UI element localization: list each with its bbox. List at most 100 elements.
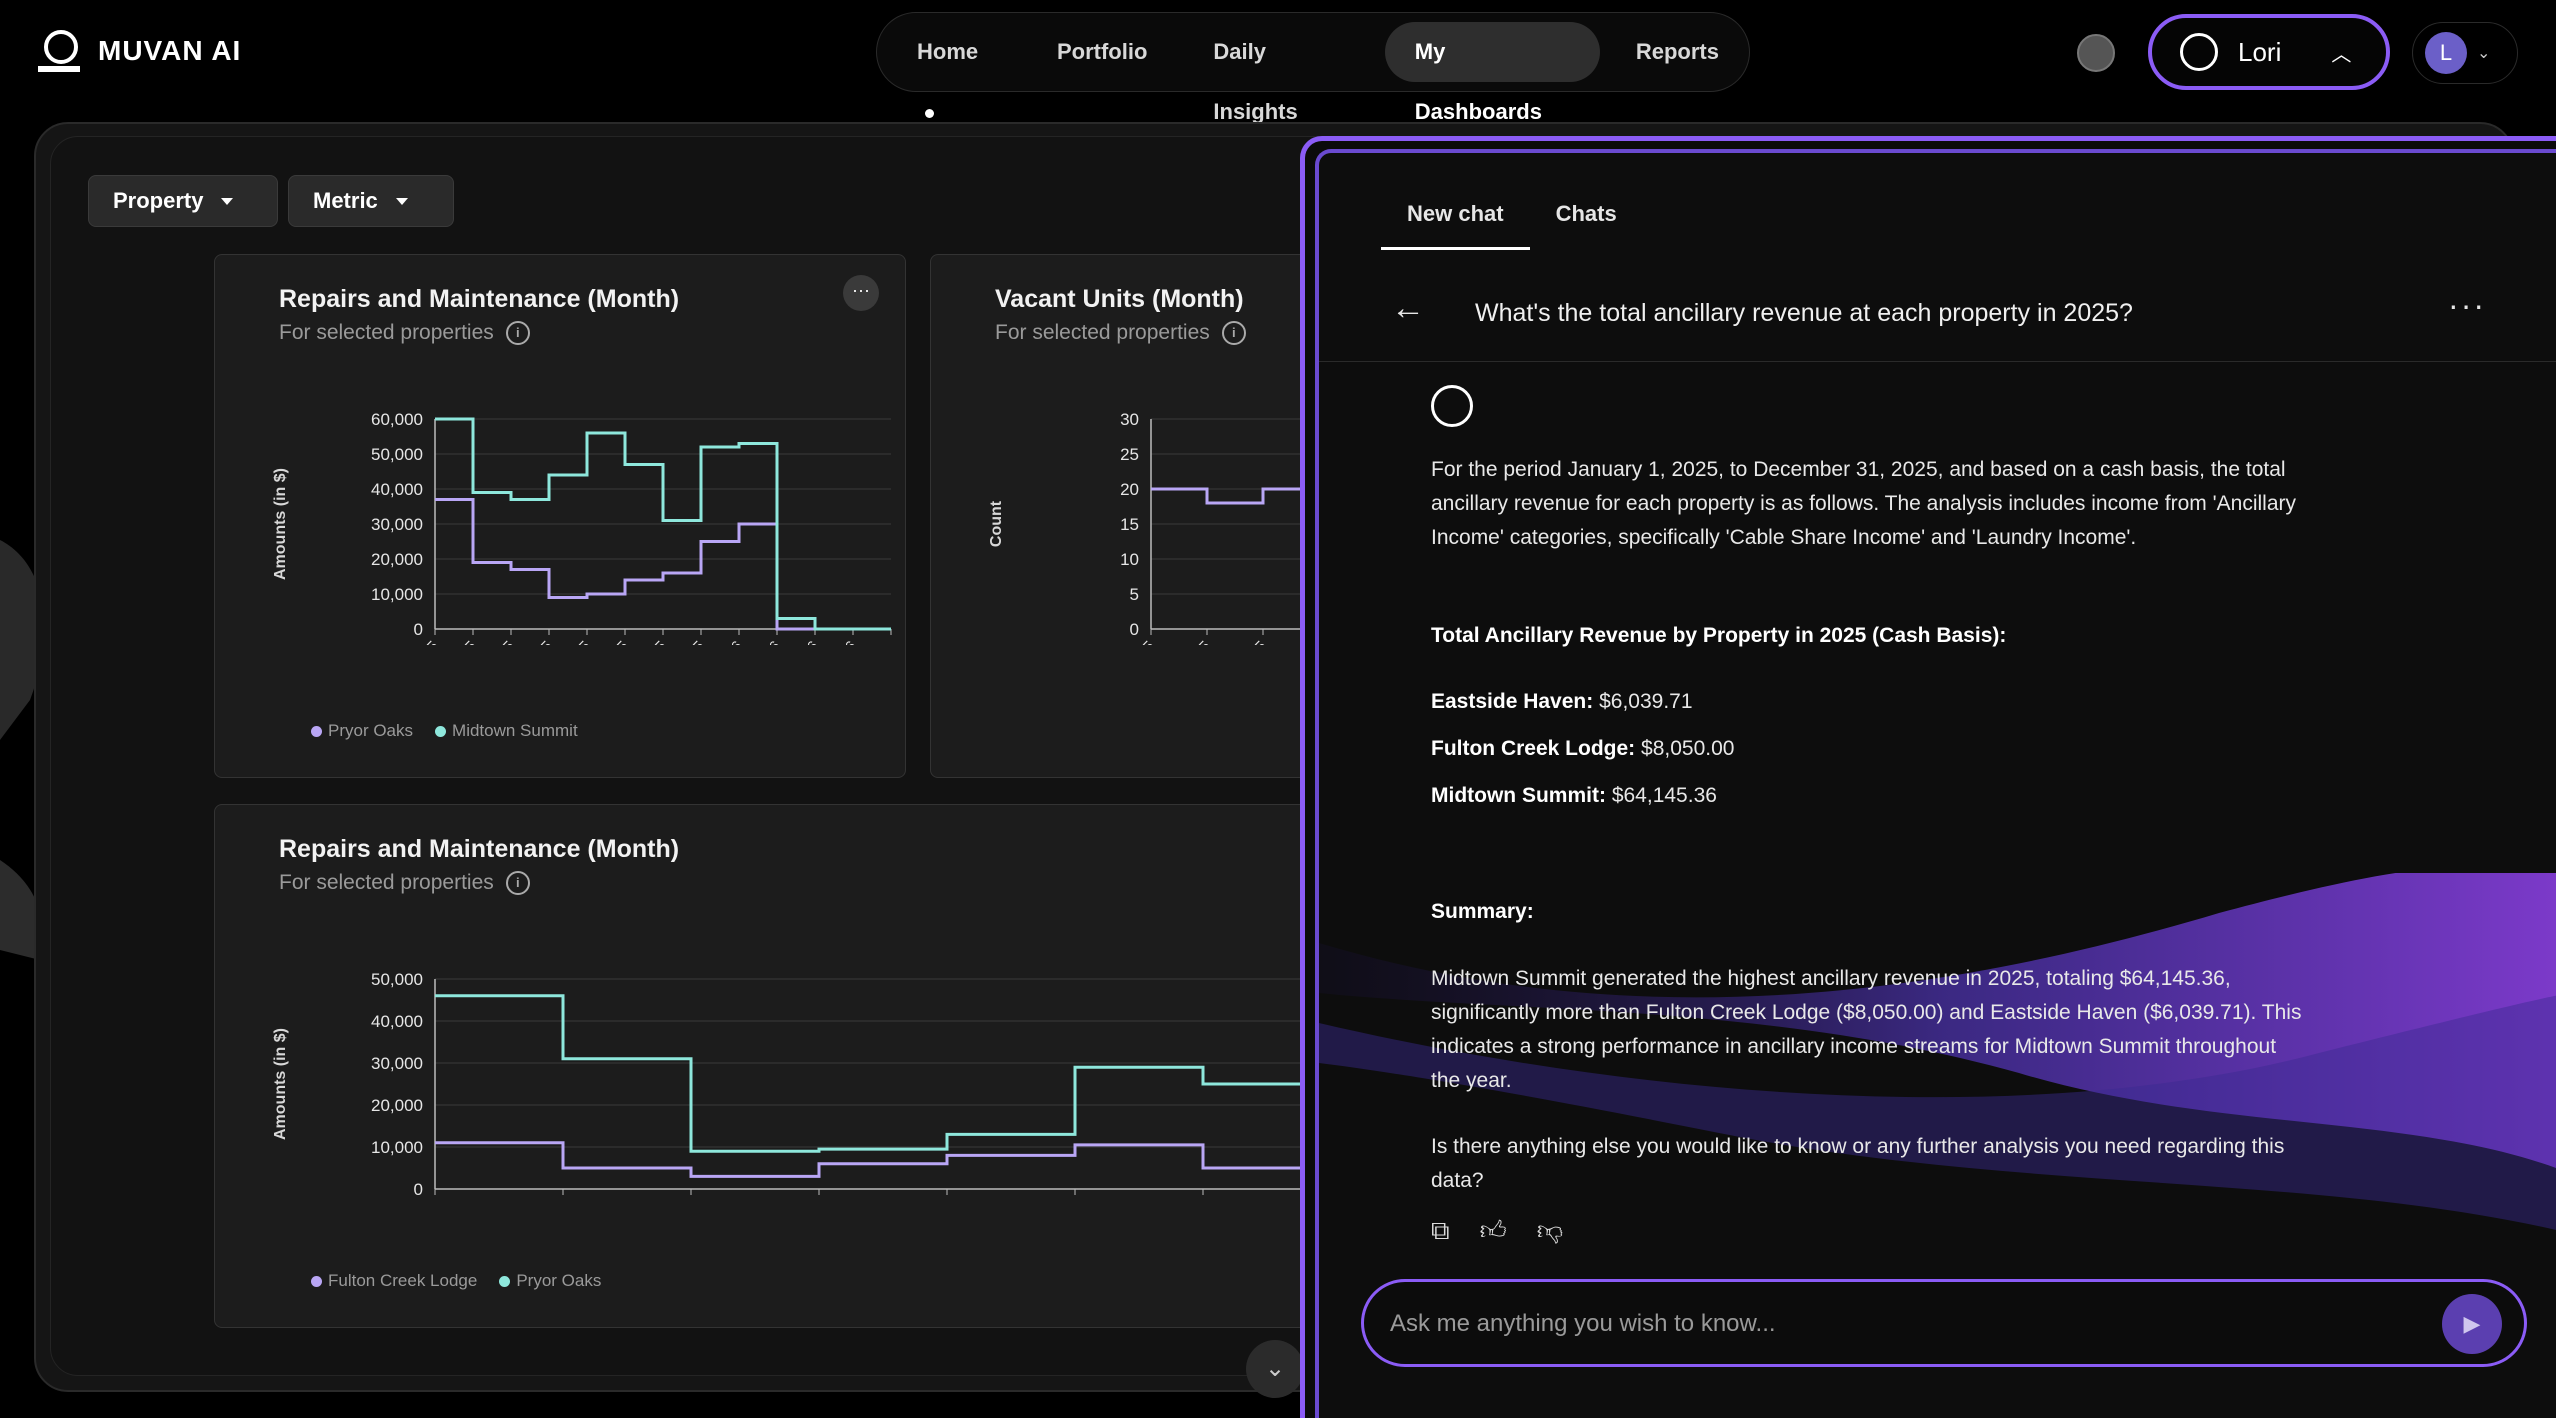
y-axis-label: Amounts (in $) bbox=[272, 468, 289, 580]
assistant-toggle-button[interactable]: Lori ︿ bbox=[2148, 14, 2390, 90]
response-heading: Total Ancillary Revenue by Property in 2… bbox=[1431, 624, 2007, 647]
legend-item[interactable]: Midtown Summit bbox=[435, 721, 578, 741]
x-tick-label: Jun 25 bbox=[1170, 638, 1214, 645]
chat-input-box: ▶ bbox=[1361, 1279, 2527, 1367]
series-line-1 bbox=[435, 417, 891, 631]
logo[interactable]: MUVAN AI bbox=[38, 28, 241, 74]
y-tick-label: 30,000 bbox=[371, 515, 423, 534]
summary-text: Midtown Summit generated the highest anc… bbox=[1431, 967, 2302, 1092]
brand-name: MUVAN AI bbox=[98, 35, 242, 66]
y-tick-label: 5 bbox=[1130, 585, 1139, 604]
legend: Fulton Creek Lodge Pryor Oaks bbox=[311, 1271, 601, 1291]
copy-icon[interactable]: ⧉ bbox=[1431, 1215, 1450, 1245]
y-tick-label: 20 bbox=[1120, 480, 1139, 499]
theme-toggle-button[interactable] bbox=[2077, 34, 2115, 72]
info-icon[interactable]: i bbox=[505, 321, 530, 345]
legend-swatch bbox=[435, 725, 447, 737]
y-tick-label: 10,000 bbox=[371, 1138, 423, 1157]
y-tick-label: 0 bbox=[1130, 620, 1139, 639]
followup-text: Is there anything else you would like to… bbox=[1431, 1135, 2285, 1192]
legend-swatch bbox=[311, 725, 322, 737]
x-tick-label: Aug 25 bbox=[510, 638, 556, 645]
top-bar: MUVAN AI Home Portfolio Daily Insights M… bbox=[0, 0, 2556, 124]
more-options-icon[interactable]: ··· bbox=[2448, 287, 2486, 323]
x-tick-label: Jul 25 bbox=[478, 638, 518, 645]
metric-filter-label: Metric bbox=[313, 188, 378, 213]
chat-input[interactable] bbox=[1388, 1282, 2392, 1366]
nav-my-dashboards[interactable]: My Dashboards bbox=[1384, 22, 1600, 124]
y-tick-label: 0 bbox=[414, 620, 423, 639]
send-button[interactable]: ▶ bbox=[2442, 1294, 2502, 1354]
decorative-wave bbox=[1319, 873, 2556, 1231]
caret-down-icon bbox=[221, 197, 234, 205]
nav-portfolio[interactable]: Portfolio bbox=[1056, 39, 1148, 64]
chat-header: ← What's the total ancillary revenue at … bbox=[1319, 271, 2556, 362]
card-subtitle: For selected properties i bbox=[279, 321, 530, 345]
scroll-down-button[interactable]: ⌄ bbox=[1246, 1340, 1304, 1398]
chevron-up-icon: ︿ bbox=[2331, 43, 2352, 66]
more-options-button[interactable]: ··· bbox=[843, 275, 879, 311]
card-subtitle: For selected properties i bbox=[279, 871, 530, 895]
avatar: L bbox=[2425, 32, 2467, 74]
back-arrow-icon[interactable]: ← bbox=[1391, 289, 1425, 327]
x-tick-label: Feb 26 bbox=[739, 638, 784, 645]
tab-new-chat[interactable]: New chat bbox=[1381, 201, 1530, 250]
response-row: Midtown Summit: $64,145.36 bbox=[1431, 784, 1717, 807]
nav-daily-insights[interactable]: Daily Insights bbox=[1213, 39, 1298, 124]
nav-reports[interactable]: Reports bbox=[1635, 39, 1719, 64]
y-tick-label: 10 bbox=[1120, 550, 1139, 569]
legend-item[interactable]: Fulton Creek Lodge bbox=[311, 1271, 477, 1291]
metric-filter[interactable]: Metric bbox=[288, 175, 454, 227]
y-tick-label: 25 bbox=[1120, 445, 1139, 464]
x-tick-label: Dec 25 bbox=[662, 638, 708, 645]
property-filter-label: Property bbox=[113, 188, 204, 213]
legend-item[interactable]: Pryor Oaks bbox=[311, 721, 413, 741]
x-tick-label: Jun 25 bbox=[436, 638, 480, 645]
assistant-ring-icon bbox=[2180, 33, 2218, 71]
info-icon[interactable]: i bbox=[1221, 321, 1246, 345]
caret-down-icon bbox=[395, 197, 408, 205]
background-swoosh bbox=[0, 540, 45, 960]
property-filter[interactable]: Property bbox=[88, 175, 278, 227]
chat-tabs: New chat Chats bbox=[1381, 201, 1643, 250]
summary-label: Summary: bbox=[1431, 900, 1534, 923]
main-nav: Home Portfolio Daily Insights My Dashboa… bbox=[876, 12, 1750, 124]
notification-dot-icon bbox=[925, 108, 934, 118]
y-tick-label: 0 bbox=[414, 1180, 423, 1195]
x-tick-label: Jul 25 bbox=[1230, 638, 1270, 645]
chevron-down-icon: ⌄ bbox=[2477, 45, 2491, 62]
card-title: Repairs and Maintenance (Month) bbox=[279, 835, 680, 863]
thumbs-down-icon[interactable]: 👎︎ bbox=[1536, 1215, 1564, 1245]
response-row: Eastside Haven: $6,039.71 bbox=[1431, 690, 1693, 713]
x-tick-label: Oct 25 bbox=[589, 638, 632, 645]
x-tick-label: Jan 26 bbox=[702, 638, 746, 645]
y-tick-label: 50,000 bbox=[371, 445, 423, 464]
info-icon[interactable]: i bbox=[505, 871, 530, 895]
y-tick-label: 40,000 bbox=[371, 480, 423, 499]
y-tick-label: 40,000 bbox=[371, 1012, 423, 1031]
y-axis-label: Amounts (in $) bbox=[272, 1028, 289, 1140]
nav-home[interactable]: Home bbox=[887, 22, 1021, 118]
response-intro: For the period January 1, 2025, to Decem… bbox=[1431, 458, 2296, 549]
y-axis-label: Count bbox=[988, 500, 1005, 547]
legend-swatch bbox=[311, 1275, 322, 1287]
legend-swatch bbox=[499, 1275, 511, 1287]
x-tick-label: Sep 25 bbox=[548, 638, 594, 645]
y-tick-label: 10,000 bbox=[371, 585, 423, 604]
legend: Pryor Oaks Midtown Summit bbox=[311, 721, 578, 741]
account-menu-button[interactable]: L ⌄ bbox=[2412, 22, 2518, 84]
chart-card-repairs-1: Repairs and Maintenance (Month) For sele… bbox=[214, 254, 906, 778]
legend-item[interactable]: Pryor Oaks bbox=[499, 1271, 601, 1291]
chat-panel: New chat Chats ← What's the total ancill… bbox=[1300, 136, 2556, 1418]
y-tick-label: 20,000 bbox=[371, 550, 423, 569]
response-row: Fulton Creek Lodge: $8,050.00 bbox=[1431, 737, 1735, 760]
y-tick-label: 30 bbox=[1120, 410, 1139, 429]
chat-panel-inner: New chat Chats ← What's the total ancill… bbox=[1315, 149, 2556, 1418]
y-tick-label: 30,000 bbox=[371, 1054, 423, 1073]
chat-title: What's the total ancillary revenue at ea… bbox=[1475, 299, 2133, 327]
thumbs-up-icon[interactable]: 👍︎ bbox=[1479, 1215, 1507, 1245]
y-tick-label: 20,000 bbox=[371, 1096, 423, 1115]
tab-chats[interactable]: Chats bbox=[1555, 201, 1617, 226]
repairs-chart-2: Amounts (in $) 0 10,000 20,000 30,000 40,000 5… bbox=[272, 970, 1529, 1195]
card-title: Vacant Units (Month) bbox=[995, 285, 1244, 313]
